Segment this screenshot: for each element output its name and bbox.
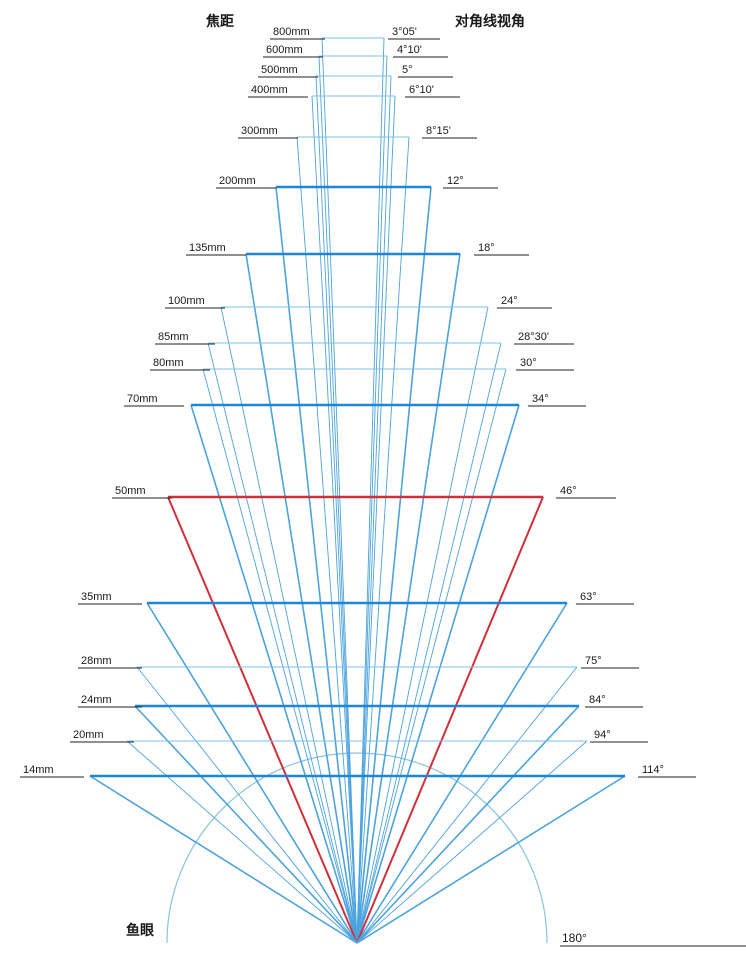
ray-left-400mm — [311, 95, 358, 944]
ray-right-14mm — [356, 775, 626, 944]
fisheye-label: 鱼眼 — [126, 922, 154, 939]
focal-label-200mm: 200mm — [219, 175, 256, 187]
angle-label-35mm: 63° — [580, 591, 597, 603]
focal-label-50mm: 50mm — [115, 485, 146, 497]
angle-label-14mm: 114° — [642, 764, 664, 776]
fisheye-arc-group — [166, 752, 548, 944]
ray-right-20mm — [356, 740, 588, 944]
angle-label-70mm: 34° — [532, 393, 549, 405]
ray-right-100mm — [356, 306, 489, 944]
angle-label-28mm: 75° — [585, 655, 602, 667]
angle-label-85mm: 28°30' — [518, 331, 549, 343]
ray-right-85mm — [356, 342, 502, 944]
ray-left-85mm — [207, 342, 358, 944]
focal-label-800mm: 800mm — [273, 26, 310, 38]
focal-label-20mm: 20mm — [73, 729, 104, 741]
label-group: 800mm 3°05' 600mm 4°10' 500mm 5° 400mm 6°10' 300… — [20, 26, 696, 778]
angle-label-80mm: 30° — [520, 357, 537, 369]
ray-left-70mm — [190, 404, 358, 944]
ray-right-28mm — [356, 666, 578, 944]
ray-group — [89, 37, 626, 944]
ray-left-200mm — [275, 186, 358, 944]
focal-label-100mm: 100mm — [168, 295, 205, 307]
ray-right-24mm — [356, 705, 580, 944]
focal-label-400mm: 400mm — [251, 84, 288, 96]
focal-label-135mm: 135mm — [189, 242, 226, 254]
ray-left-20mm — [126, 740, 358, 944]
ray-right-80mm — [356, 368, 507, 944]
angle-label-50mm: 46° — [560, 485, 577, 497]
ray-left-300mm — [296, 136, 358, 944]
angle-label-100mm: 24° — [501, 295, 518, 307]
angle-label-400mm: 6°10' — [409, 84, 434, 96]
angle-label-800mm: 3°05' — [392, 26, 417, 38]
fisheye-arc — [166, 752, 548, 944]
focal-label-500mm: 500mm — [261, 64, 298, 76]
ray-left-35mm — [146, 602, 358, 944]
ray-left-50mm — [167, 496, 358, 944]
focal-label-300mm: 300mm — [241, 125, 278, 137]
ray-left-100mm — [220, 306, 358, 944]
focal-label-28mm: 28mm — [81, 655, 112, 667]
ray-right-35mm — [356, 602, 568, 944]
ray-right-600mm — [356, 55, 388, 944]
fisheye-angle-label: 180° — [562, 931, 587, 945]
angle-label-24mm: 84° — [589, 694, 606, 706]
ray-right-200mm — [356, 186, 432, 944]
focal-label-70mm: 70mm — [127, 393, 158, 405]
ray-left-28mm — [136, 666, 358, 944]
ray-right-50mm — [356, 496, 544, 944]
ray-left-80mm — [202, 368, 358, 944]
ray-right-300mm — [356, 136, 410, 944]
angle-label-135mm: 18° — [478, 242, 495, 254]
focal-label-14mm: 14mm — [23, 764, 54, 776]
ray-left-14mm — [89, 775, 358, 944]
focal-label-80mm: 80mm — [153, 357, 184, 369]
focal-label-600mm: 600mm — [266, 44, 303, 56]
focal-label-24mm: 24mm — [81, 694, 112, 706]
ray-left-600mm — [318, 55, 358, 944]
angle-label-200mm: 12° — [447, 175, 464, 187]
focal-length-header: 焦距 — [205, 13, 234, 30]
ray-left-500mm — [315, 75, 358, 944]
ray-right-500mm — [356, 75, 392, 944]
ray-right-400mm — [356, 95, 396, 944]
focal-label-35mm: 35mm — [81, 591, 112, 603]
ray-right-70mm — [356, 404, 520, 944]
ray-right-800mm — [356, 37, 385, 944]
angle-label-600mm: 4°10' — [397, 44, 422, 56]
focal-label-85mm: 85mm — [158, 331, 189, 343]
angle-label-500mm: 5° — [402, 64, 413, 76]
ray-left-24mm — [134, 705, 358, 944]
frame-line-group — [90, 37, 625, 778]
diagonal-angle-header: 对角线视角 — [455, 13, 525, 30]
angle-label-300mm: 8°15' — [426, 125, 451, 137]
ray-left-800mm — [321, 37, 358, 944]
angle-label-20mm: 94° — [594, 729, 611, 741]
